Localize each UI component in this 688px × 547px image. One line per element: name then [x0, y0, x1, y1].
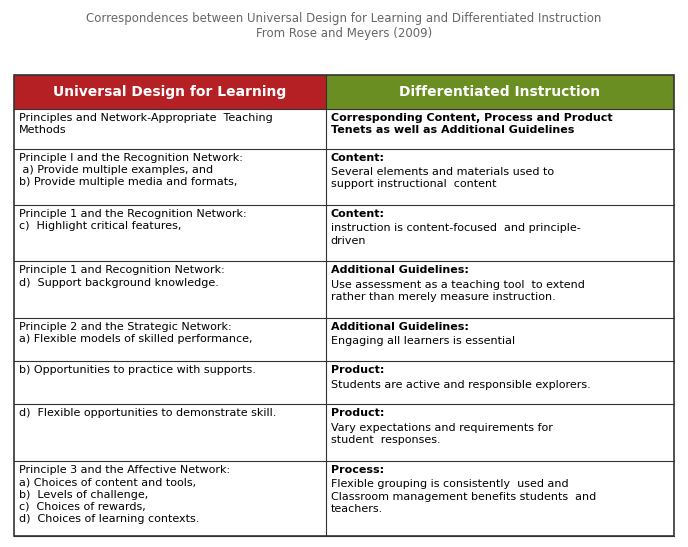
Text: Principle 1 and the Recognition Network:
c)  Highlight critical features,: Principle 1 and the Recognition Network:… [19, 209, 246, 231]
Text: Product:: Product: [330, 365, 384, 375]
Text: Principle 1 and Recognition Network:
d)  Support background knowledge.: Principle 1 and Recognition Network: d) … [19, 265, 225, 288]
Text: Universal Design for Learning: Universal Design for Learning [53, 85, 286, 99]
Text: Process:: Process: [330, 465, 384, 475]
Text: Differentiated Instruction: Differentiated Instruction [399, 85, 601, 99]
Bar [14, 75, 325, 109]
Text: Vary expectations and requirements for
student  responses.: Vary expectations and requirements for s… [330, 423, 552, 445]
Text: Principle 3 and the Affective Network:
a) Choices of content and tools,
b)  Leve: Principle 3 and the Affective Network: a… [19, 465, 230, 525]
Text: Additional Guidelines:: Additional Guidelines: [330, 265, 469, 275]
Text: From Rose and Meyers (2009): From Rose and Meyers (2009) [256, 27, 432, 40]
Text: Principle I and the Recognition Network:
 a) Provide multiple examples, and
b) P: Principle I and the Recognition Network:… [19, 153, 243, 187]
Bar [325, 75, 674, 109]
Text: Use assessment as a teaching tool  to extend
rather than merely measure instruct: Use assessment as a teaching tool to ext… [330, 280, 584, 302]
Text: Additional Guidelines:: Additional Guidelines: [330, 322, 469, 332]
Text: Principle 2 and the Strategic Network:
a) Flexible models of skilled performance: Principle 2 and the Strategic Network: a… [19, 322, 252, 344]
Text: Flexible grouping is consistently  used and
Classroom management benefits studen: Flexible grouping is consistently used a… [330, 479, 596, 514]
Text: Correspondences between Universal Design for Learning and Differentiated Instruc: Correspondences between Universal Design… [86, 12, 602, 25]
Text: Students are active and responsible explorers.: Students are active and responsible expl… [330, 380, 590, 389]
Text: Content:: Content: [330, 153, 385, 162]
Text: Several elements and materials used to
support instructional  content: Several elements and materials used to s… [330, 167, 554, 189]
Text: Content:: Content: [330, 209, 385, 219]
Bar [14, 75, 674, 536]
Text: b) Opportunities to practice with supports.: b) Opportunities to practice with suppor… [19, 365, 256, 375]
Text: Engaging all learners is essential: Engaging all learners is essential [330, 336, 515, 346]
Text: Corresponding Content, Process and Product
Tenets as well as Additional Guidelin: Corresponding Content, Process and Produ… [330, 113, 612, 136]
Text: instruction is content-focused  and principle-
driven: instruction is content-focused and princ… [330, 223, 580, 246]
Text: d)  Flexible opportunities to demonstrate skill.: d) Flexible opportunities to demonstrate… [19, 408, 277, 418]
Text: Product:: Product: [330, 408, 384, 418]
Text: Principles and Network-Appropriate  Teaching
Methods: Principles and Network-Appropriate Teach… [19, 113, 272, 136]
